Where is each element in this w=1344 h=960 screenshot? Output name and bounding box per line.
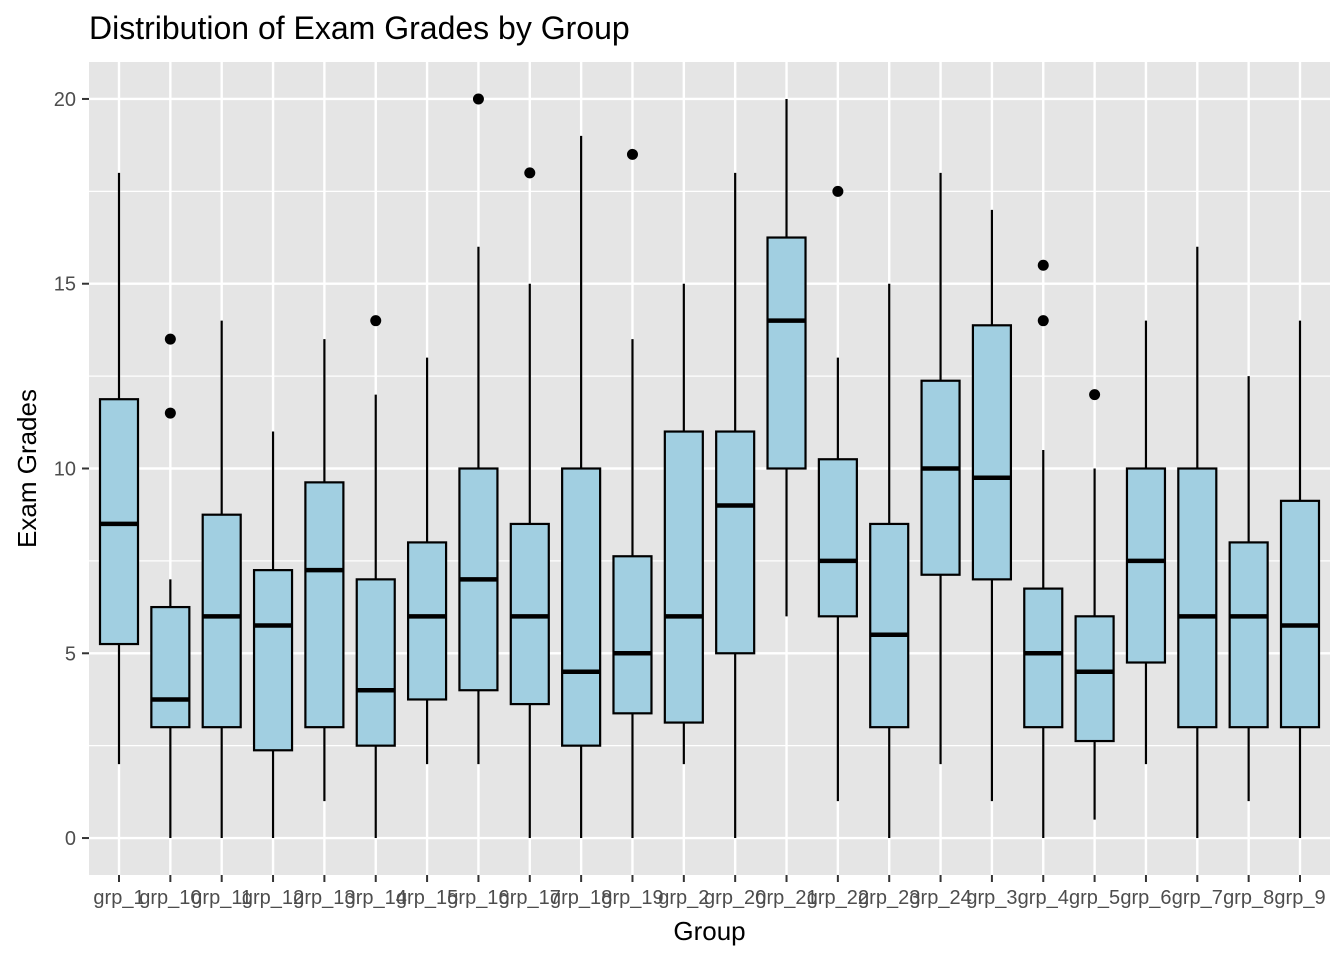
x-tick-label: grp_1 [93, 887, 144, 909]
box-iqr [98, 398, 140, 646]
box-grp_8 [1228, 376, 1269, 802]
box-grp_3 [971, 209, 1013, 802]
x-tick-label: grp_2 [658, 887, 709, 909]
box-iqr [869, 522, 910, 729]
x-axis: grp_1grp_10grp_11grp_12grp_13grp_14grp_1… [93, 875, 1326, 909]
outlier-point [472, 93, 484, 105]
x-tick-label: grp_4 [1018, 887, 1069, 909]
outlier-point [164, 407, 176, 419]
y-tick-label: 0 [65, 828, 76, 850]
outlier-point [626, 148, 638, 160]
box-grp_23 [869, 283, 910, 839]
y-axis-title: Exam Grades [12, 389, 42, 548]
box-grp_20 [715, 172, 756, 839]
box-grp_4 [1023, 259, 1064, 839]
x-tick-label: grp_21 [755, 887, 817, 909]
x-tick-label: grp_7 [1172, 887, 1223, 909]
box-iqr [406, 541, 448, 701]
box-grp_7 [1177, 246, 1218, 839]
box-grp_2 [663, 283, 704, 765]
box-iqr [252, 569, 294, 752]
x-tick-label: grp_18 [550, 887, 612, 909]
box-iqr [201, 513, 242, 729]
box-grp_6 [1125, 320, 1167, 765]
x-tick-label: grp_15 [396, 887, 458, 909]
box-grp_21 [766, 98, 807, 617]
box-grp_22 [817, 185, 858, 802]
x-tick-label: grp_6 [1120, 887, 1171, 909]
box-grp_1 [98, 172, 140, 765]
x-tick-label: grp_22 [807, 887, 869, 909]
box-iqr [971, 324, 1013, 581]
box-iqr [1023, 587, 1064, 729]
x-tick-label: grp_23 [858, 887, 920, 909]
x-tick-label: grp_16 [447, 887, 509, 909]
outlier-point [524, 167, 536, 179]
box-grp_19 [612, 148, 653, 839]
box-grp_16 [458, 93, 499, 765]
box-iqr [817, 458, 858, 618]
box-iqr [715, 430, 756, 655]
box-grp_17 [509, 167, 550, 839]
x-tick-label: grp_17 [499, 887, 561, 909]
x-tick-label: grp_5 [1069, 887, 1120, 909]
x-tick-label: grp_19 [601, 887, 663, 909]
outlier-point [370, 315, 382, 327]
box-grp_13 [304, 339, 345, 802]
box-grp_10 [150, 333, 191, 839]
minor-gridlines [89, 190, 1330, 747]
box-iqr [509, 522, 550, 706]
box-grp_11 [201, 320, 242, 839]
x-axis-title: Group [673, 916, 745, 946]
box-grp_15 [406, 357, 448, 765]
box-iqr [612, 555, 653, 715]
box-iqr [150, 605, 191, 729]
box-grp_9 [1279, 320, 1321, 839]
box-grp_18 [561, 135, 602, 839]
outlier-point [832, 185, 844, 197]
x-tick-label: grp_13 [293, 887, 355, 909]
box-iqr [766, 236, 807, 470]
outlier-point [1037, 259, 1049, 271]
box-iqr [1125, 467, 1167, 664]
outlier-point [164, 333, 176, 345]
x-tick-label: grp_9 [1274, 887, 1325, 909]
box-grp_24 [920, 172, 961, 765]
y-tick-label: 15 [54, 274, 76, 296]
box-iqr [920, 379, 961, 576]
box-iqr [561, 467, 602, 747]
box-iqr [1228, 541, 1269, 729]
outlier-point [1089, 389, 1101, 401]
box-iqr [1279, 499, 1321, 729]
box-grp_14 [355, 315, 396, 839]
x-tick-label: grp_11 [191, 887, 252, 909]
box-series [98, 93, 1321, 839]
box-grp_12 [252, 431, 294, 839]
x-tick-label: grp_24 [909, 887, 971, 909]
x-tick-label: grp_8 [1223, 887, 1274, 909]
outlier-point [1037, 315, 1049, 327]
y-tick-label: 10 [54, 459, 76, 481]
y-tick-label: 20 [54, 89, 76, 111]
y-axis: 0 5 10 15 20 [54, 89, 89, 850]
chart-title: Distribution of Exam Grades by Group [89, 10, 630, 46]
box-iqr [355, 578, 396, 747]
y-tick-label: 5 [65, 643, 76, 665]
box-iqr [663, 430, 704, 724]
x-tick-label: grp_12 [242, 887, 304, 909]
x-tick-label: grp_14 [345, 887, 407, 909]
box-grp_5 [1074, 389, 1115, 820]
box-iqr [1177, 467, 1218, 729]
x-tick-label: grp_3 [966, 887, 1017, 909]
x-tick-label: grp_10 [139, 887, 201, 909]
box-iqr [304, 481, 345, 729]
box-iqr [1074, 615, 1115, 743]
x-tick-label: grp_20 [704, 887, 766, 909]
